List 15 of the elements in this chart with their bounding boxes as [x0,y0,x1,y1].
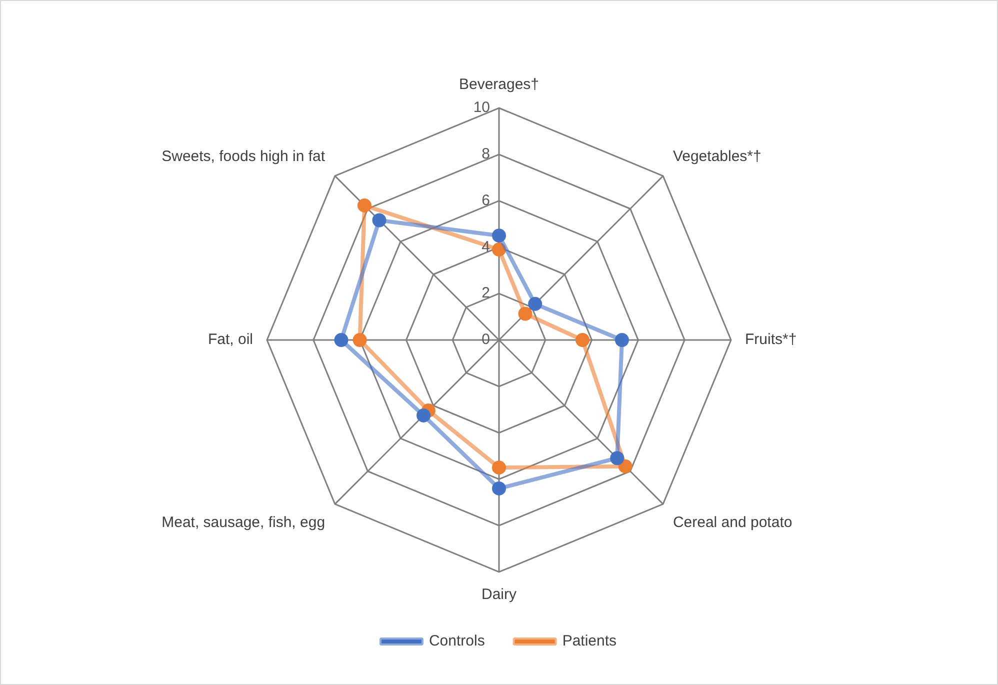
legend-label: Patients [562,632,617,650]
spoke-label: Cereal and potato [672,514,792,532]
spoke-label: Fruits*† [745,331,797,348]
y-tick-label: 6 [482,192,490,209]
spoke-label: Meat, sausage, fish, egg [162,514,326,532]
y-tick-label: 10 [473,99,490,116]
spoke-label: Beverages† [458,76,540,94]
legend-label: Controls [428,632,485,650]
y-tick-label: 8 [482,146,490,163]
spoke-label: Dairy [481,586,517,604]
spoke-label: Fat, oil [208,331,253,348]
spoke-label: Vegetables*† [672,148,762,166]
spoke-label: Sweets, foods high in fat [162,148,326,166]
y-tick-label: 4 [482,238,490,256]
y-tick-label: 2 [482,284,490,302]
